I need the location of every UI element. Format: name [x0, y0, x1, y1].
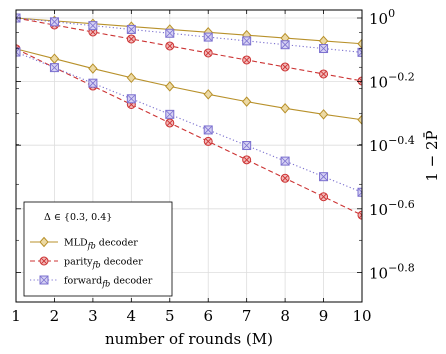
legend-entry-forward: forwardfb decoder [64, 276, 153, 289]
x-tick-label: 10 [352, 307, 371, 325]
data-point-forward [126, 94, 136, 104]
legend-title: Δ ∈ {0.3, 0.4} [44, 212, 112, 223]
y-axis-label: 1 − 2P̄ [423, 130, 441, 181]
data-point-parity [203, 136, 213, 146]
data-point-forward [319, 44, 329, 54]
data-point-mld [165, 81, 175, 92]
x-tick-label: 2 [50, 307, 60, 325]
data-point-forward [165, 109, 175, 119]
y-tick-label: 10−0.2 [369, 71, 415, 92]
data-point-parity [242, 155, 252, 165]
series-line-parity-0.4 [16, 48, 362, 216]
data-point-forward [49, 17, 59, 27]
x-tick-label: 7 [242, 307, 252, 325]
x-axis-label: number of rounds (M) [105, 330, 273, 348]
data-point-parity [203, 48, 213, 58]
data-point-parity [126, 34, 136, 44]
x-tick-label: 4 [127, 307, 137, 325]
x-tick-labels: 1 2 3 4 5 6 7 8 9 10 [11, 307, 371, 325]
x-tick-label: 5 [165, 307, 175, 325]
series-line-mld-0.4 [16, 48, 362, 121]
y-tick-labels: 100 10−0.2 10−0.4 10−0.6 10−0.8 [369, 7, 415, 282]
data-point-forward [280, 156, 290, 166]
legend-marker-mld [39, 236, 49, 248]
series-group [16, 12, 362, 220]
data-point-mld [49, 53, 60, 64]
data-point-forward [242, 36, 252, 46]
x-tick-label: 6 [203, 307, 213, 325]
y-tick-label: 10−0.6 [369, 198, 415, 219]
series-line-parity-0.3 [16, 17, 362, 82]
data-point-forward [88, 21, 98, 31]
data-point-forward [357, 47, 362, 57]
legend: Δ ∈ {0.3, 0.4} MLDfb decoder parityfb deco… [23, 201, 173, 297]
data-point-parity [242, 55, 252, 65]
data-point-forward [319, 172, 329, 182]
data-point-parity [357, 210, 362, 220]
data-point-mld [357, 38, 362, 50]
legend-marker-forward [39, 275, 49, 285]
x-tick-label: 8 [280, 307, 290, 325]
y-tick-label: 100 [369, 7, 395, 28]
data-point-parity [319, 69, 329, 79]
data-point-mld [203, 89, 213, 100]
data-point-parity [165, 41, 175, 51]
x-tick-label: 1 [11, 307, 21, 325]
series-line-mld-0.3 [16, 17, 362, 45]
data-point-mld [357, 114, 362, 126]
x-tick-label: 3 [88, 307, 98, 325]
data-point-parity [319, 192, 329, 202]
legend-entry-mld: MLDfb decoder [64, 238, 138, 251]
data-point-forward [203, 125, 213, 135]
data-point-forward [16, 47, 21, 57]
data-point-parity [280, 62, 290, 72]
data-point-forward [203, 32, 213, 42]
data-point-forward [242, 141, 252, 151]
data-point-forward [49, 63, 59, 73]
data-point-forward [88, 78, 98, 88]
x-tick-label: 9 [319, 307, 329, 325]
data-point-mld [318, 109, 329, 120]
data-point-mld [280, 103, 290, 114]
data-point-parity [357, 76, 362, 86]
data-point-forward [126, 24, 136, 34]
ticks [15, 10, 363, 302]
data-point-forward [280, 40, 290, 50]
legend-marker-parity [39, 256, 49, 266]
series-line-forward-0.4 [16, 51, 362, 193]
data-point-mld [241, 96, 252, 107]
data-point-forward [357, 187, 362, 197]
legend-entry-parity: parityfb decoder [64, 257, 143, 270]
plot-frame [15, 9, 363, 303]
y-tick-label: 10−0.4 [369, 134, 415, 155]
data-point-parity [280, 173, 290, 183]
y-tick-label: 10−0.8 [369, 261, 415, 282]
data-point-parity [165, 118, 175, 128]
data-point-mld [88, 63, 98, 74]
series-line-forward-0.3 [16, 17, 362, 53]
data-point-forward [165, 28, 175, 38]
grid [15, 10, 363, 302]
data-point-mld [126, 72, 137, 84]
